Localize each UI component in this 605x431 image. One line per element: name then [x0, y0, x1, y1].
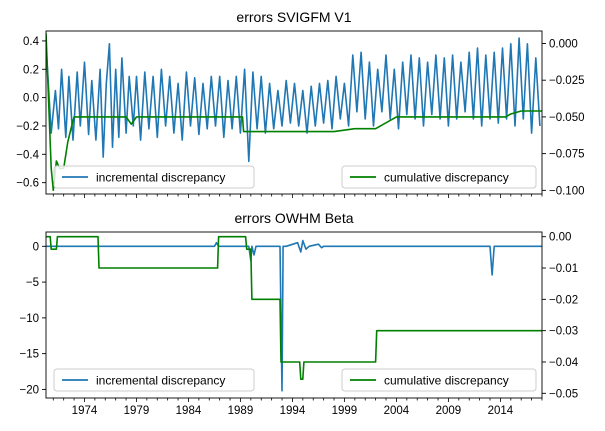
left-tick-label: −0.4 — [16, 149, 39, 161]
legend-box — [53, 368, 255, 392]
plot-frame — [45, 231, 543, 399]
left-tick-label: −15 — [19, 349, 39, 361]
legend-box — [341, 165, 537, 189]
x-tick-label: 1989 — [228, 405, 254, 417]
right-tick-label: −0.04 — [549, 357, 579, 369]
legend-label: incremental discrepancy — [96, 374, 225, 388]
left-tick-label: −0.6 — [16, 178, 39, 190]
x-tick-label: 2004 — [384, 405, 410, 417]
left-tick-label: −5 — [26, 277, 39, 289]
left-tick-label: −20 — [19, 384, 39, 396]
series-line-incremental — [46, 37, 541, 163]
x-tick-label: 1984 — [176, 405, 202, 417]
legend-box — [53, 165, 255, 189]
chart-title: errors SVIGFM V1 — [236, 9, 351, 25]
chart-title: errors OWHM Beta — [234, 210, 353, 226]
right-tick-label: −0.02 — [549, 294, 578, 306]
chart-panel-owhm: errors OWHM Beta 0 −5 −10 −15 −20 0.00 −0.01 −0.… — [19, 210, 578, 417]
right-tick-label: −0.025 — [549, 75, 585, 87]
series-line-cumulative — [46, 235, 542, 381]
x-tick-label: 2014 — [488, 405, 514, 417]
right-tick-label: −0.01 — [549, 263, 578, 275]
legend-cumulative: cumulative discrepancy — [341, 165, 537, 189]
left-tick-label: 0 — [33, 241, 39, 253]
left-tick-label: −0.2 — [16, 121, 39, 133]
series-line-incremental — [46, 239, 542, 392]
right-tick-label: −0.05 — [549, 388, 578, 400]
legend-label: cumulative discrepancy — [384, 171, 509, 185]
legend-incremental: incremental discrepancy — [53, 368, 255, 392]
left-tick-label: −10 — [19, 313, 39, 325]
right-tick-label: −0.050 — [549, 112, 585, 124]
x-tick-label: 1974 — [72, 405, 98, 417]
plot-area — [46, 33, 542, 192]
plot-area — [46, 235, 542, 392]
x-tick-label: 1994 — [280, 405, 306, 417]
legend-cumulative: cumulative discrepancy — [341, 368, 537, 392]
legend-box — [341, 368, 537, 392]
right-tick-label: −0.100 — [549, 185, 585, 197]
legend-incremental: incremental discrepancy — [53, 165, 255, 189]
legend-label: incremental discrepancy — [96, 171, 225, 185]
right-tick-label: 0.00 — [549, 232, 571, 244]
plot-frame — [45, 30, 543, 195]
left-tick-label: 0.0 — [23, 93, 39, 105]
x-tick-label: 1999 — [332, 405, 358, 417]
x-tick-label: 1979 — [124, 405, 150, 417]
right-tick-label: −0.075 — [549, 149, 585, 161]
x-tick-label: 2009 — [436, 405, 462, 417]
right-tick-label: 0.000 — [549, 38, 578, 50]
right-tick-label: −0.03 — [549, 326, 578, 338]
left-tick-label: 0.4 — [23, 36, 40, 48]
legend-label: cumulative discrepancy — [384, 374, 509, 388]
chart-panel-svigfm: errors SVIGFM V1 0.4 0.2 0.0 −0.2 −0.4 −0.6 0.0… — [16, 9, 585, 198]
left-tick-label: 0.2 — [23, 64, 39, 76]
series-line-cumulative — [46, 33, 542, 192]
